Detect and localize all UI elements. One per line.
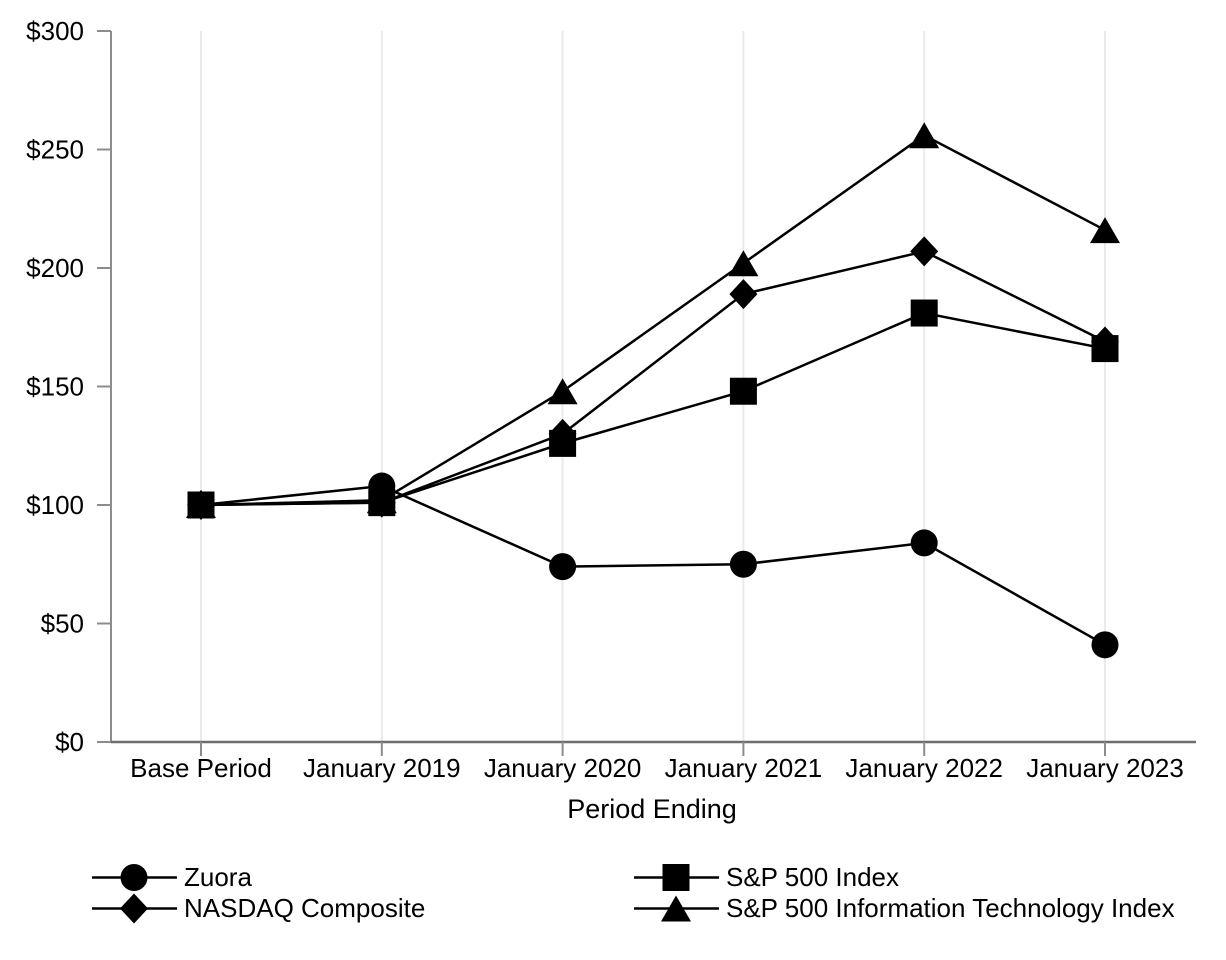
data-point-square [910, 299, 938, 327]
data-point-circle [729, 550, 757, 578]
line-chart: $0 $50 $100 $150 $200 $250 $300 Base Period Janu… [26, 16, 1196, 824]
series-line [200, 311, 1106, 507]
data-point-diamond [910, 236, 939, 267]
data-point-circle [549, 553, 577, 581]
x-axis-tick-label: January 2020 [484, 753, 642, 783]
data-point-square [662, 864, 690, 891]
series-circle [187, 472, 1119, 659]
data-point-triangle [661, 895, 691, 922]
data-point-triangle [909, 122, 940, 149]
y-axis-tick-label: $50 [41, 609, 84, 639]
y-axis-tick-label: $150 [26, 372, 84, 402]
legend-item-nasdaq: NASDAQ Composite [92, 893, 634, 924]
y-axis-tick-label: $0 [55, 727, 84, 757]
y-axis-tick-label: $250 [26, 135, 84, 165]
data-point-triangle [1090, 217, 1120, 244]
nasdaq-diamond-marker-icon [92, 893, 177, 924]
series-line [200, 484, 1106, 646]
series-line [200, 133, 1106, 507]
series-line [200, 250, 1106, 507]
y-axis-tick-label: $200 [26, 253, 84, 283]
data-point-diamond [120, 893, 148, 924]
data-point-square [187, 491, 215, 519]
chart-legend: Zuora S&P 500 Index NASDAQ Composite S&P… [92, 862, 1175, 924]
data-point-square [368, 489, 396, 517]
x-axis-tick-label: Base Period [130, 753, 272, 783]
data-point-circle [120, 864, 148, 891]
data-point-square [549, 429, 577, 457]
series-triangle [186, 122, 1120, 518]
data-point-square [1091, 335, 1119, 363]
legend-item-zuora: Zuora [92, 862, 634, 893]
data-point-triangle [547, 378, 578, 405]
legend-label-sp500: S&P 500 Index [726, 862, 899, 892]
x-axis-tick-label: January 2022 [845, 753, 1003, 783]
data-point-circle [910, 529, 938, 557]
data-point-square [729, 377, 757, 405]
legend-item-sp500-it: S&P 500 Information Technology Index [634, 893, 1175, 924]
legend-label-zuora: Zuora [184, 862, 252, 892]
data-point-circle [1091, 631, 1119, 659]
y-axis-tick-label: $300 [26, 16, 84, 46]
sp500-it-triangle-marker-icon [634, 895, 719, 922]
series-diamond [187, 236, 1119, 520]
series-square [187, 299, 1119, 519]
x-axis-tick-label: January 2023 [1026, 753, 1184, 783]
zuora-circle-marker-icon [92, 864, 177, 891]
legend-label-sp500-it: S&P 500 Information Technology Index [726, 893, 1175, 923]
chart-svg: $0 $50 $100 $150 $200 $250 $300 Base Period Janu… [26, 16, 1196, 824]
x-axis-tick-label: January 2019 [303, 753, 461, 783]
x-axis-title: Period Ending [567, 794, 737, 824]
data-point-triangle [728, 250, 759, 277]
legend-item-sp500: S&P 500 Index [634, 862, 1175, 893]
legend-label-nasdaq: NASDAQ Composite [184, 893, 426, 923]
y-axis-tick-label: $100 [26, 490, 84, 520]
data-point-diamond [729, 279, 758, 310]
x-axis-tick-label: January 2021 [665, 753, 823, 783]
sp500-square-marker-icon [634, 864, 719, 891]
